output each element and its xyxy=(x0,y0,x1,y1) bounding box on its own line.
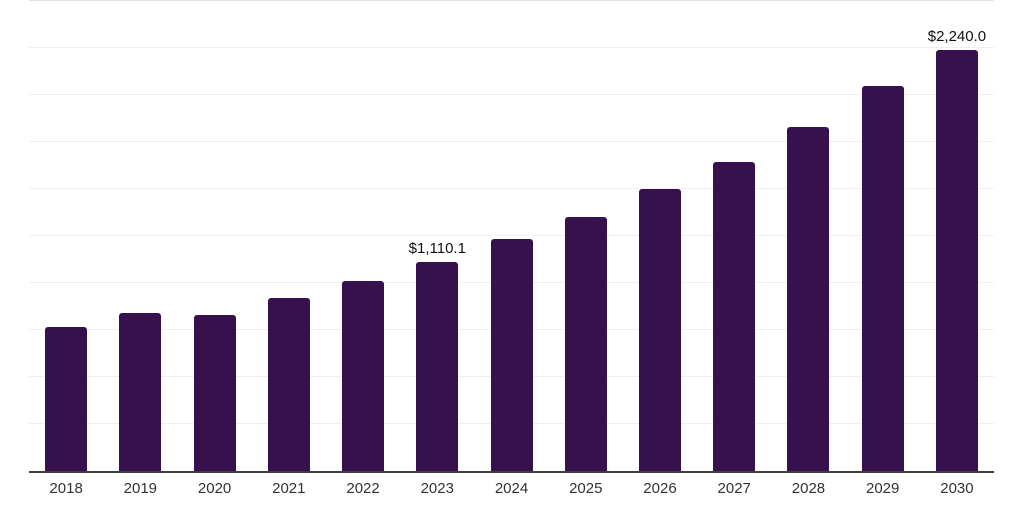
bar-column-2028 xyxy=(771,1,845,471)
bar-column-2027 xyxy=(697,1,771,471)
bar-2026 xyxy=(638,189,681,471)
bar-column-2024 xyxy=(474,1,548,471)
gridline xyxy=(29,235,994,236)
bar-column-2018 xyxy=(29,1,103,471)
gridline xyxy=(29,94,994,95)
x-tick-2027: 2027 xyxy=(717,480,751,497)
bar-2018 xyxy=(45,327,88,471)
bar-2028 xyxy=(787,126,830,471)
bar-2030 xyxy=(935,49,978,471)
bar-2021 xyxy=(267,298,310,471)
data-label-2023: $1,110.1 xyxy=(408,240,466,258)
x-tick-2026: 2026 xyxy=(643,480,677,497)
x-tick-2029: 2029 xyxy=(866,480,900,497)
x-tick-2024: 2024 xyxy=(494,480,529,497)
bar-2029 xyxy=(861,85,904,471)
x-tick-2025: 2025 xyxy=(569,480,603,497)
x-tick-2020: 2020 xyxy=(197,480,232,497)
bar-2019 xyxy=(119,313,162,471)
gridline xyxy=(29,141,994,142)
bar-column-2021 xyxy=(252,1,326,471)
bar-column-2022 xyxy=(326,1,400,471)
x-axis-labels: 2018 2019 2020 2021 2022 2023 2024 2025 2026 2027… xyxy=(29,480,994,497)
x-tick-2022: 2022 xyxy=(346,480,380,497)
bar-column-2023: $1,110.1 xyxy=(400,1,474,471)
gridline xyxy=(29,0,994,1)
bar-column-2026 xyxy=(623,1,697,471)
bar-2024 xyxy=(490,239,533,471)
x-tick-2019: 2019 xyxy=(123,480,158,497)
bar-2027 xyxy=(713,161,756,471)
bar-2020 xyxy=(193,314,236,471)
bar-column-2019 xyxy=(103,1,177,471)
bars: $1,110.1 $2,240.0 xyxy=(29,1,994,471)
bar-column-2025 xyxy=(549,1,623,471)
x-tick-2030: 2030 xyxy=(940,480,974,497)
gridline xyxy=(29,47,994,48)
plot-area: $1,110.1 $2,240.0 xyxy=(29,0,994,473)
gridline xyxy=(29,188,994,189)
bar-2023 xyxy=(416,262,459,471)
bar-2022 xyxy=(342,281,385,471)
x-tick-2018: 2018 xyxy=(49,480,83,497)
bar-column-2020 xyxy=(177,1,251,471)
bar-2025 xyxy=(564,216,607,471)
x-tick-2021: 2021 xyxy=(272,480,306,497)
bar-column-2029 xyxy=(846,1,920,471)
x-axis-line xyxy=(29,471,994,473)
x-tick-2028: 2028 xyxy=(791,480,826,497)
data-label-2030: $2,240.0 xyxy=(927,27,987,45)
x-tick-2023: 2023 xyxy=(420,480,454,497)
bar-column-2030: $2,240.0 xyxy=(920,1,994,471)
